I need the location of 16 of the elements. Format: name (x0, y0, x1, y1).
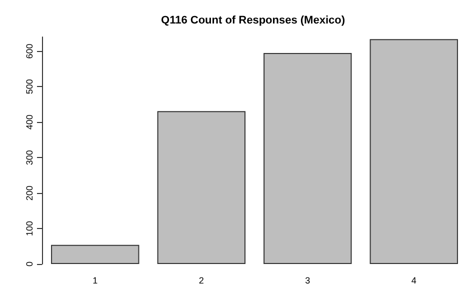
y-tick-label: 0 (24, 261, 34, 267)
bar (157, 111, 246, 264)
x-tick-label: 1 (92, 276, 98, 286)
y-tick-label: 500 (24, 79, 34, 94)
y-tick-label: 600 (24, 44, 34, 59)
x-tick-label: 2 (198, 276, 204, 286)
y-tick-label: 100 (24, 221, 34, 236)
bar (370, 39, 458, 264)
chart-title: Q116 Count of Responses (Mexico) (161, 14, 346, 26)
x-tick-label: 3 (305, 276, 310, 286)
y-tick-label: 300 (24, 150, 34, 166)
bar (51, 244, 140, 264)
x-tick-label: 4 (411, 276, 416, 286)
y-tick-label: 200 (24, 186, 34, 201)
bar (264, 52, 352, 264)
y-tick-label: 400 (24, 114, 34, 130)
